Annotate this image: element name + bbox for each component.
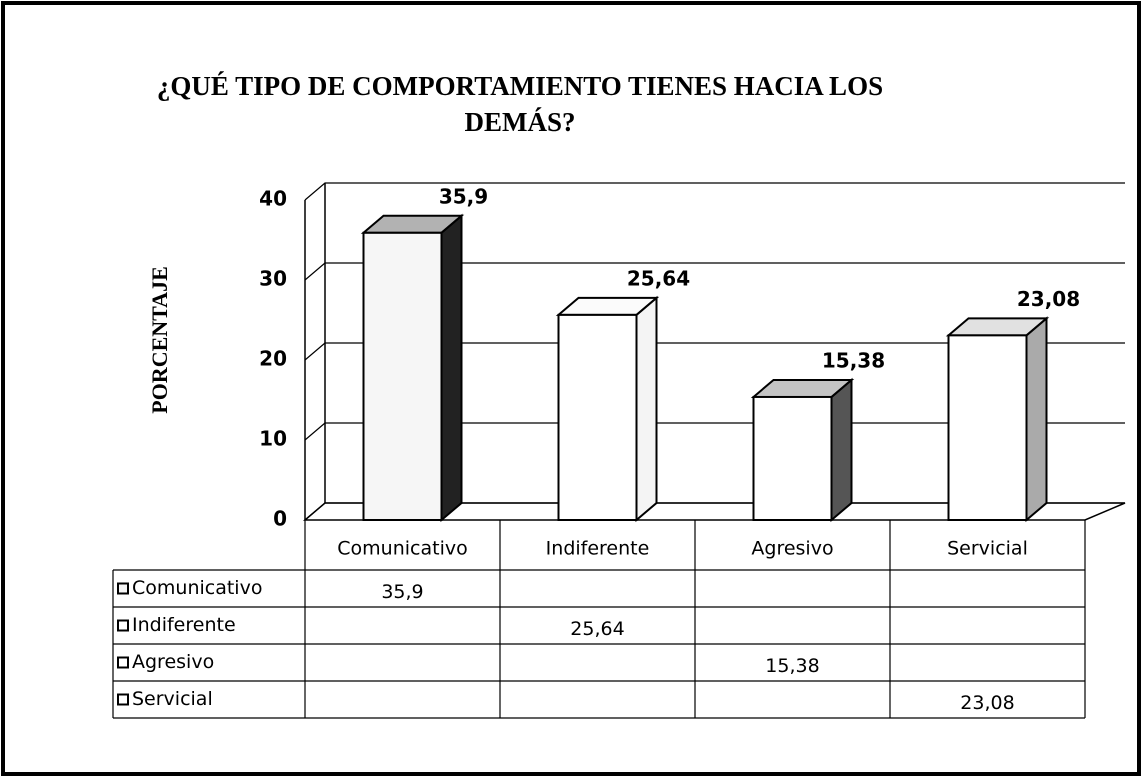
- legend-label: Comunicativo: [132, 577, 262, 599]
- category-label: Servicial: [947, 538, 1028, 560]
- legend-key: [117, 582, 129, 595]
- bar: [362, 231, 443, 522]
- y-tick-label: 0: [273, 507, 287, 531]
- y-tick-label: 10: [259, 427, 287, 451]
- grid-line: [304, 342, 1125, 361]
- y-tick-label: 40: [259, 187, 287, 211]
- grid-line: [304, 422, 1125, 441]
- data-label: 35,9: [439, 184, 488, 208]
- table-value: 15,38: [765, 655, 819, 677]
- bar: [557, 313, 638, 521]
- legend-label: Servicial: [132, 688, 213, 710]
- bar-side: [830, 377, 853, 523]
- category-label: Agresivo: [751, 538, 833, 560]
- category-label: Indiferente: [546, 538, 650, 560]
- table-value: 35,9: [381, 581, 423, 603]
- bar: [947, 334, 1028, 521]
- y-tick-label: 20: [259, 347, 287, 371]
- bar-side: [440, 213, 463, 523]
- data-label: 15,38: [822, 348, 885, 372]
- bar-side: [1025, 316, 1048, 523]
- legend-key: [117, 656, 129, 669]
- legend-key: [117, 619, 129, 632]
- chart-title: ¿QUÉ TIPO DE COMPORTAMIENTO TIENES HACIA…: [156, 71, 884, 137]
- legend-label: Indiferente: [132, 614, 236, 636]
- data-label: 23,08: [1017, 287, 1080, 311]
- data-label: 25,64: [627, 266, 690, 290]
- y-tick-label: 30: [259, 267, 287, 291]
- table-value: 23,08: [960, 692, 1014, 714]
- grid-line: [304, 182, 1125, 201]
- category-label: Comunicativo: [337, 538, 467, 560]
- y-axis-label: PORCENTAJE: [147, 266, 172, 414]
- bar: [752, 395, 833, 521]
- table-value: 25,64: [570, 618, 624, 640]
- grid-line: [304, 502, 1125, 521]
- bar-side: [635, 295, 658, 523]
- legend-key: [117, 693, 129, 706]
- legend-label: Agresivo: [132, 651, 214, 673]
- grid-line: [304, 262, 1125, 281]
